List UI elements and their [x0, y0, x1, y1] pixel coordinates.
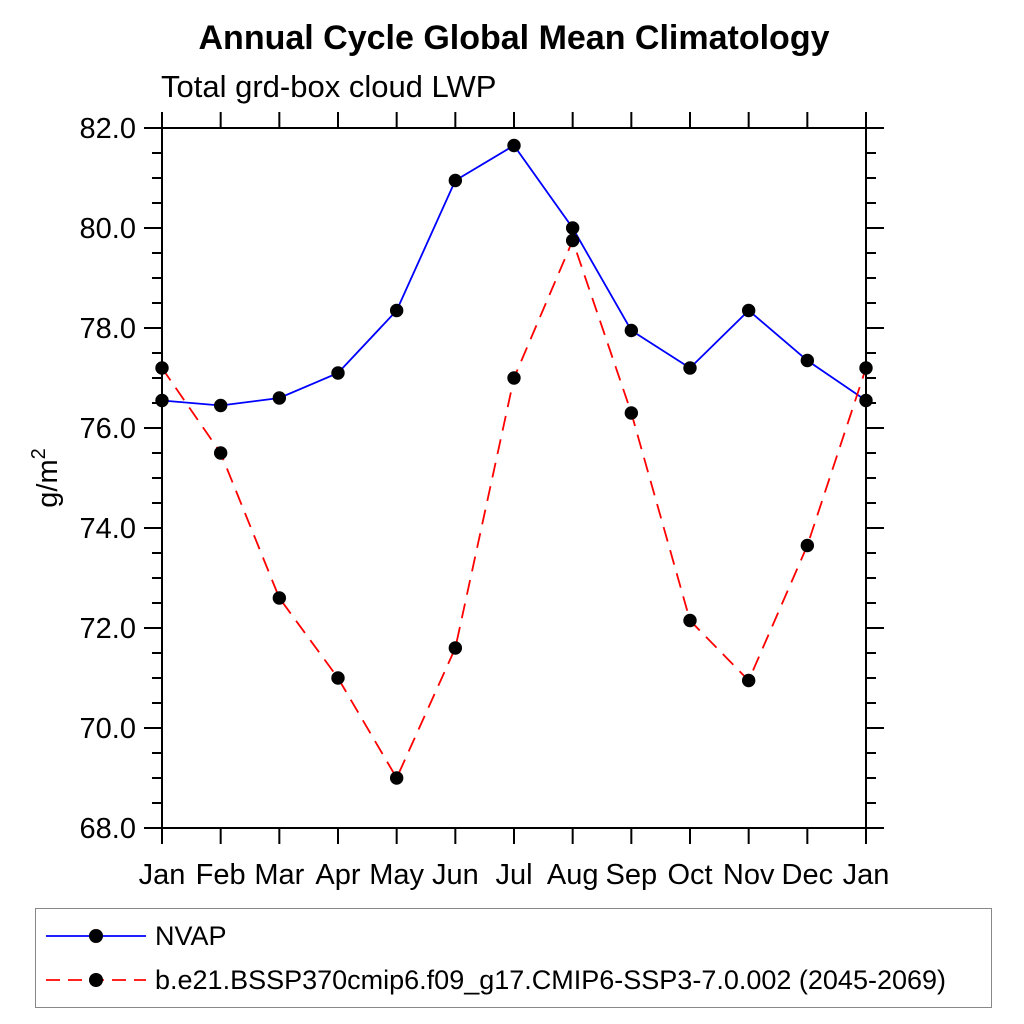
x-axis-tick-label: Nov — [723, 859, 775, 891]
data-point-marker — [448, 641, 463, 655]
data-point-marker — [683, 361, 697, 375]
data-point-marker — [565, 221, 580, 235]
data-point-marker — [213, 398, 228, 413]
data-point-marker — [448, 173, 463, 188]
data-point-marker — [331, 671, 345, 685]
y-axis-tick-label: 82.0 — [80, 113, 136, 145]
legend-line-sample-dashed — [46, 973, 146, 987]
y-axis-tick-label: 76.0 — [80, 413, 136, 445]
chart-title: Annual Cycle Global Mean Climatology — [198, 19, 830, 57]
series-line-0 — [161, 144, 867, 407]
data-point-marker — [507, 371, 521, 385]
data-point-marker — [800, 538, 815, 553]
legend-label-model: b.e21.BSSP370cmip6.f09_g17.CMIP6-SSP3-7.… — [155, 964, 947, 995]
data-point-marker — [213, 446, 228, 460]
data-point-marker — [389, 303, 404, 318]
y-axis-title: g/m2 — [28, 448, 64, 507]
x-axis-tick-label: Oct — [667, 859, 712, 891]
x-axis-tick-label: May — [369, 859, 424, 891]
x-axis-tick-label: Dec — [782, 859, 834, 891]
data-point-marker — [741, 673, 756, 688]
data-point-marker — [800, 353, 815, 368]
y-axis-tick-label: 72.0 — [80, 613, 136, 645]
legend-sample-marker — [89, 973, 103, 987]
data-point-marker — [155, 361, 169, 375]
y-axis-tick-label: 70.0 — [80, 713, 136, 745]
legend: NVAP b.e21.BSSP370cmip6.f09_g17.CMIP6-SS… — [35, 908, 992, 1008]
data-point-marker — [741, 303, 756, 318]
y-axis-tick-label: 74.0 — [80, 513, 136, 545]
x-axis-tick-label: Jan — [139, 859, 186, 891]
legend-item-nvap: NVAP — [36, 914, 991, 958]
legend-sample-marker — [89, 929, 103, 943]
data-point-marker — [565, 233, 580, 248]
data-point-marker — [859, 361, 873, 375]
x-axis-tick-label: Apr — [315, 859, 360, 891]
x-axis-tick-label: Jun — [432, 859, 479, 891]
data-point-marker — [389, 771, 404, 785]
data-point-marker — [683, 613, 697, 628]
data-point-marker — [624, 323, 639, 338]
x-axis-tick-label: Sep — [606, 859, 658, 891]
legend-line-sample-solid — [46, 929, 146, 943]
y-axis-tick-label: 68.0 — [80, 813, 136, 845]
x-axis-tick-label: Mar — [254, 859, 304, 891]
data-point-marker — [272, 391, 287, 405]
y-axis-tick-label: 80.0 — [80, 213, 136, 245]
data-point-marker — [859, 393, 873, 408]
data-point-marker — [507, 138, 521, 153]
legend-label-nvap: NVAP — [155, 920, 227, 951]
legend-item-model: b.e21.BSSP370cmip6.f09_g17.CMIP6-SSP3-7.… — [36, 958, 991, 1002]
data-point-marker — [272, 591, 287, 605]
x-axis-tick-label: Feb — [196, 859, 246, 891]
data-point-marker — [331, 366, 345, 380]
chart-subtitle: Total grd-box cloud LWP — [161, 69, 497, 104]
data-point-marker — [624, 406, 639, 420]
x-axis-tick-label: Aug — [547, 859, 599, 891]
y-axis-tick-label: 78.0 — [80, 313, 136, 345]
plot-frame — [161, 127, 867, 829]
x-axis-tick-label: Jan — [843, 859, 890, 891]
x-axis-tick-label: Jul — [495, 859, 532, 891]
data-point-marker — [155, 393, 169, 408]
